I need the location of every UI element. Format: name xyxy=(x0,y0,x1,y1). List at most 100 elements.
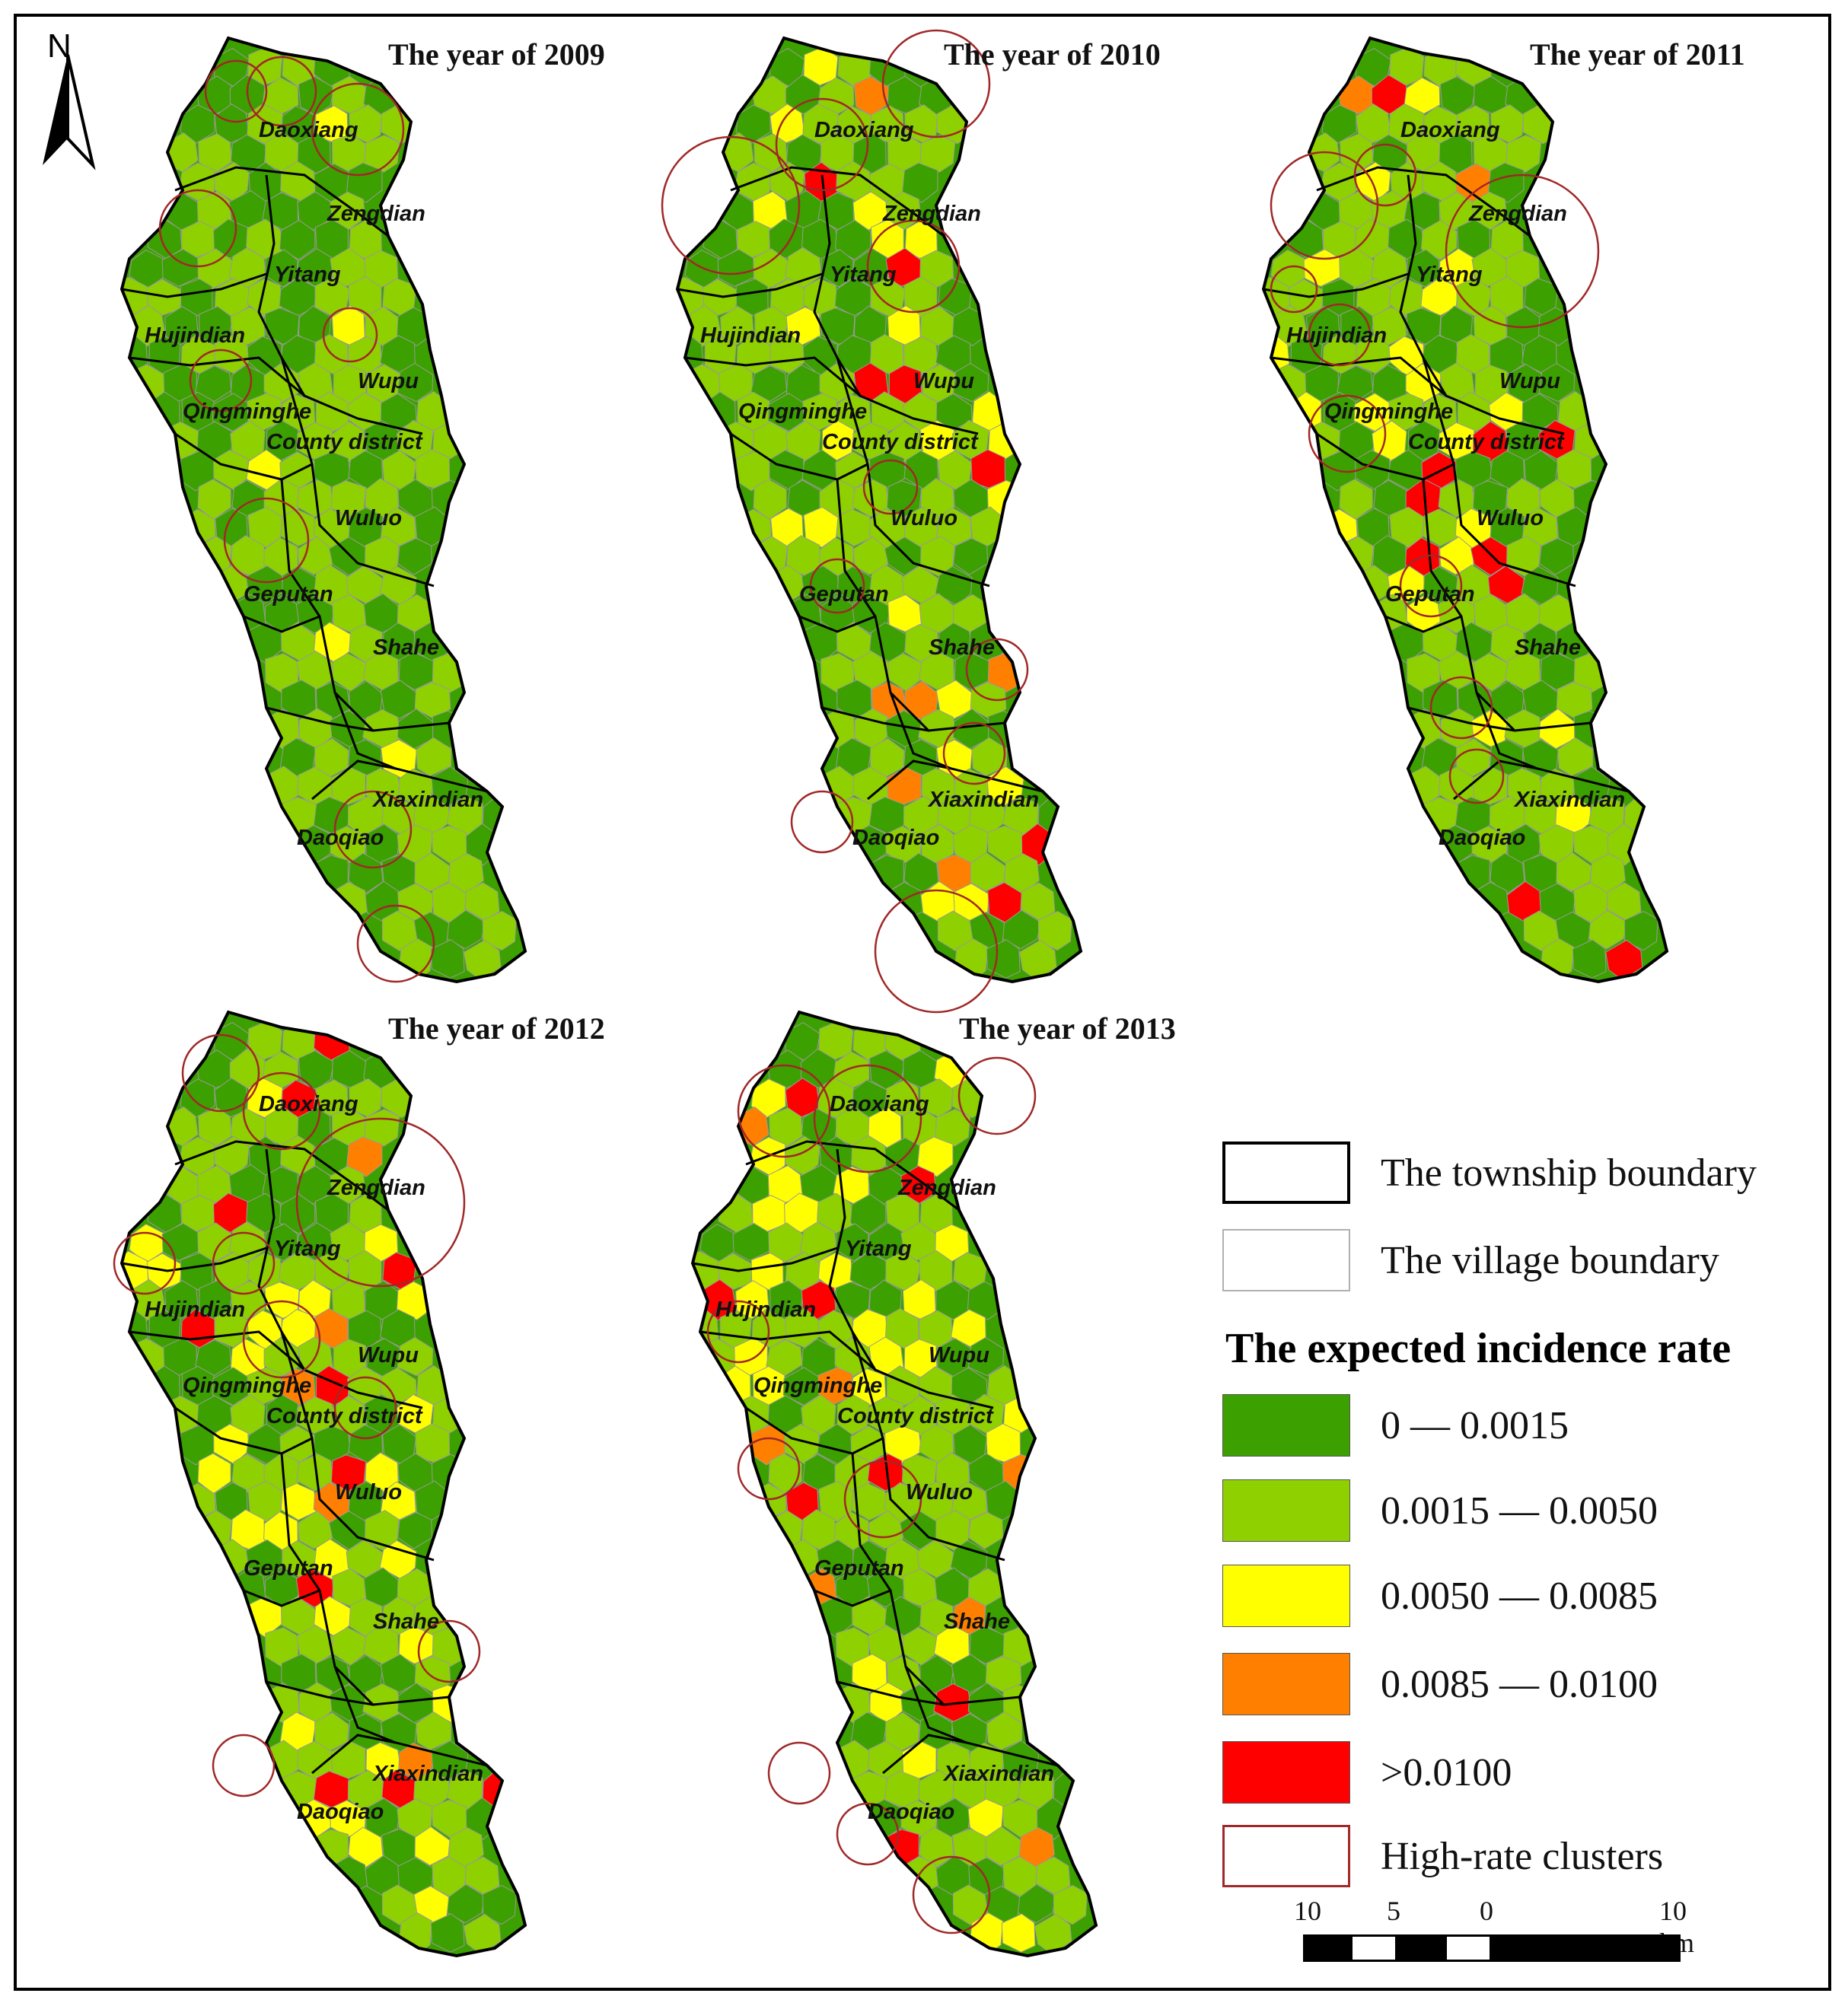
legend-class-label: 0.0050 — 0.0085 xyxy=(1381,1575,1658,1618)
high-rate-cluster-circle xyxy=(113,1231,177,1295)
county-outline xyxy=(675,36,1083,984)
township-label: Yitang xyxy=(1416,263,1483,287)
township-label: Wuluo xyxy=(335,506,402,530)
township-boundary-line xyxy=(333,1666,488,1767)
village-cell xyxy=(835,1282,871,1319)
high-rate-cluster-circle xyxy=(1399,554,1463,618)
township-boundary-line xyxy=(798,615,876,633)
village-cell xyxy=(1422,508,1459,547)
township-boundary-line xyxy=(814,1589,891,1607)
township-boundary-line xyxy=(129,1330,305,1371)
township-boundary-line xyxy=(1422,357,1576,587)
village-cell xyxy=(902,162,938,203)
township-boundary-line xyxy=(1263,272,1409,298)
legend-village-boundary: The village boundary xyxy=(1218,1229,1827,1294)
township-label: Zengdian xyxy=(897,1176,996,1200)
township-label: Hujindian xyxy=(145,323,245,348)
legend-class-row: >0.0100 xyxy=(1218,1741,1827,1807)
high-rate-cluster-circle xyxy=(356,904,435,983)
township-label: Xiaxindian xyxy=(927,788,1039,812)
township-boundary-line xyxy=(311,1734,397,1775)
village-cell xyxy=(430,939,465,979)
village-cell xyxy=(820,249,854,288)
legend-class-label: 0 — 0.0015 xyxy=(1381,1404,1569,1447)
village-cell xyxy=(919,135,956,173)
village-cell xyxy=(886,421,922,463)
township-boundary-line xyxy=(1316,166,1531,237)
township-label: Xiaxindian xyxy=(1513,788,1625,812)
legend-class-swatch xyxy=(1222,1653,1350,1715)
village-cell xyxy=(1556,449,1592,489)
choropleth-map: Daoxiang Zengdian Yitang Hujindian Wupu Qingm… xyxy=(690,1010,1098,1958)
clusters-label: High-rate clusters xyxy=(1381,1835,1664,1878)
high-rate-cluster-circle xyxy=(181,1033,260,1113)
high-rate-cluster-circle xyxy=(862,459,919,515)
township-label: Daoqiao xyxy=(1439,826,1525,850)
township-label: Daoqiao xyxy=(297,1800,384,1824)
high-rate-cluster-circle xyxy=(1308,394,1387,473)
map-panel-2013: Daoxiang Zengdian Yitang Hujindian Wupu Qingm… xyxy=(670,1005,1176,1971)
map-panel-2012: Daoxiang Zengdian Yitang Hujindian Wupu Qingm… xyxy=(99,1005,605,1971)
township-label: Zengdian xyxy=(327,1176,425,1200)
township-label: Shahe xyxy=(929,635,995,660)
township-label: Wuluo xyxy=(335,1480,402,1504)
village-cell xyxy=(968,1511,1004,1549)
village-cell xyxy=(1438,479,1476,517)
township-boundary-line xyxy=(882,1734,967,1775)
scale-bar: 10 5 0 10 km xyxy=(1294,1895,1694,1971)
village-cell xyxy=(415,1423,451,1463)
village-boundary-swatch xyxy=(1222,1229,1350,1291)
village-cell xyxy=(1538,362,1576,403)
township-boundary-line xyxy=(311,759,397,801)
high-rate-cluster-circle xyxy=(1429,676,1493,740)
township-label: Zengdian xyxy=(327,202,425,226)
village-cell xyxy=(397,1336,434,1377)
township-label: County district xyxy=(1408,430,1565,454)
legend-class-label: 0.0085 — 0.0100 xyxy=(1381,1663,1658,1706)
legend-class-swatch xyxy=(1222,1565,1350,1627)
township-boundary-line xyxy=(121,272,267,298)
township-boundary-line xyxy=(266,706,374,732)
village-cell xyxy=(935,1109,971,1147)
township-label: Hujindian xyxy=(1286,323,1387,348)
village-cell xyxy=(953,537,989,575)
high-rate-cluster-circle xyxy=(706,1300,770,1364)
township-label: Shahe xyxy=(373,635,439,660)
high-rate-cluster-circle xyxy=(322,307,378,363)
legend-class-swatch xyxy=(1222,1479,1350,1542)
township-label: Geputan xyxy=(814,1556,904,1581)
village-cell xyxy=(967,1336,1005,1377)
county-outline xyxy=(119,1010,527,1958)
legend-clusters: High-rate clusters xyxy=(1218,1825,1827,1890)
township-boundary-line xyxy=(699,1330,876,1371)
village-boundary-label: The village boundary xyxy=(1381,1239,1719,1282)
township-label: Wupu xyxy=(929,1343,989,1368)
village-cell xyxy=(1420,219,1458,260)
township-label: Qingminghe xyxy=(183,1374,311,1398)
legend-class-swatch xyxy=(1222,1394,1350,1457)
village-cell xyxy=(397,1511,433,1549)
village-cell xyxy=(800,1048,837,1089)
village-cell xyxy=(415,449,451,489)
village-cell xyxy=(264,1282,300,1319)
township-label: Daoqiao xyxy=(297,826,384,850)
township-label: Shahe xyxy=(944,1610,1010,1634)
township-boundary-line xyxy=(889,692,1043,793)
village-cell xyxy=(264,307,300,345)
village-cell xyxy=(1572,939,1607,979)
high-rate-cluster-circle xyxy=(204,59,268,123)
township-label: Wuluo xyxy=(1477,506,1544,530)
legend-title: The expected incidence rate xyxy=(1225,1325,1732,1372)
high-rate-cluster-circle xyxy=(957,1056,1037,1135)
high-rate-cluster-circle xyxy=(737,1437,801,1501)
township-label: Wuluo xyxy=(906,1480,973,1504)
township-label: Wupu xyxy=(358,1343,419,1368)
township-label: Geputan xyxy=(799,582,889,607)
township-boundary-line xyxy=(280,1331,435,1562)
village-cell xyxy=(836,508,873,547)
high-rate-cluster-circle xyxy=(813,1064,922,1173)
township-label: Xiaxindian xyxy=(371,788,483,812)
township-boundary-line xyxy=(1384,615,1462,633)
high-rate-cluster-circle xyxy=(661,135,801,275)
township-boundary-line xyxy=(280,357,435,587)
